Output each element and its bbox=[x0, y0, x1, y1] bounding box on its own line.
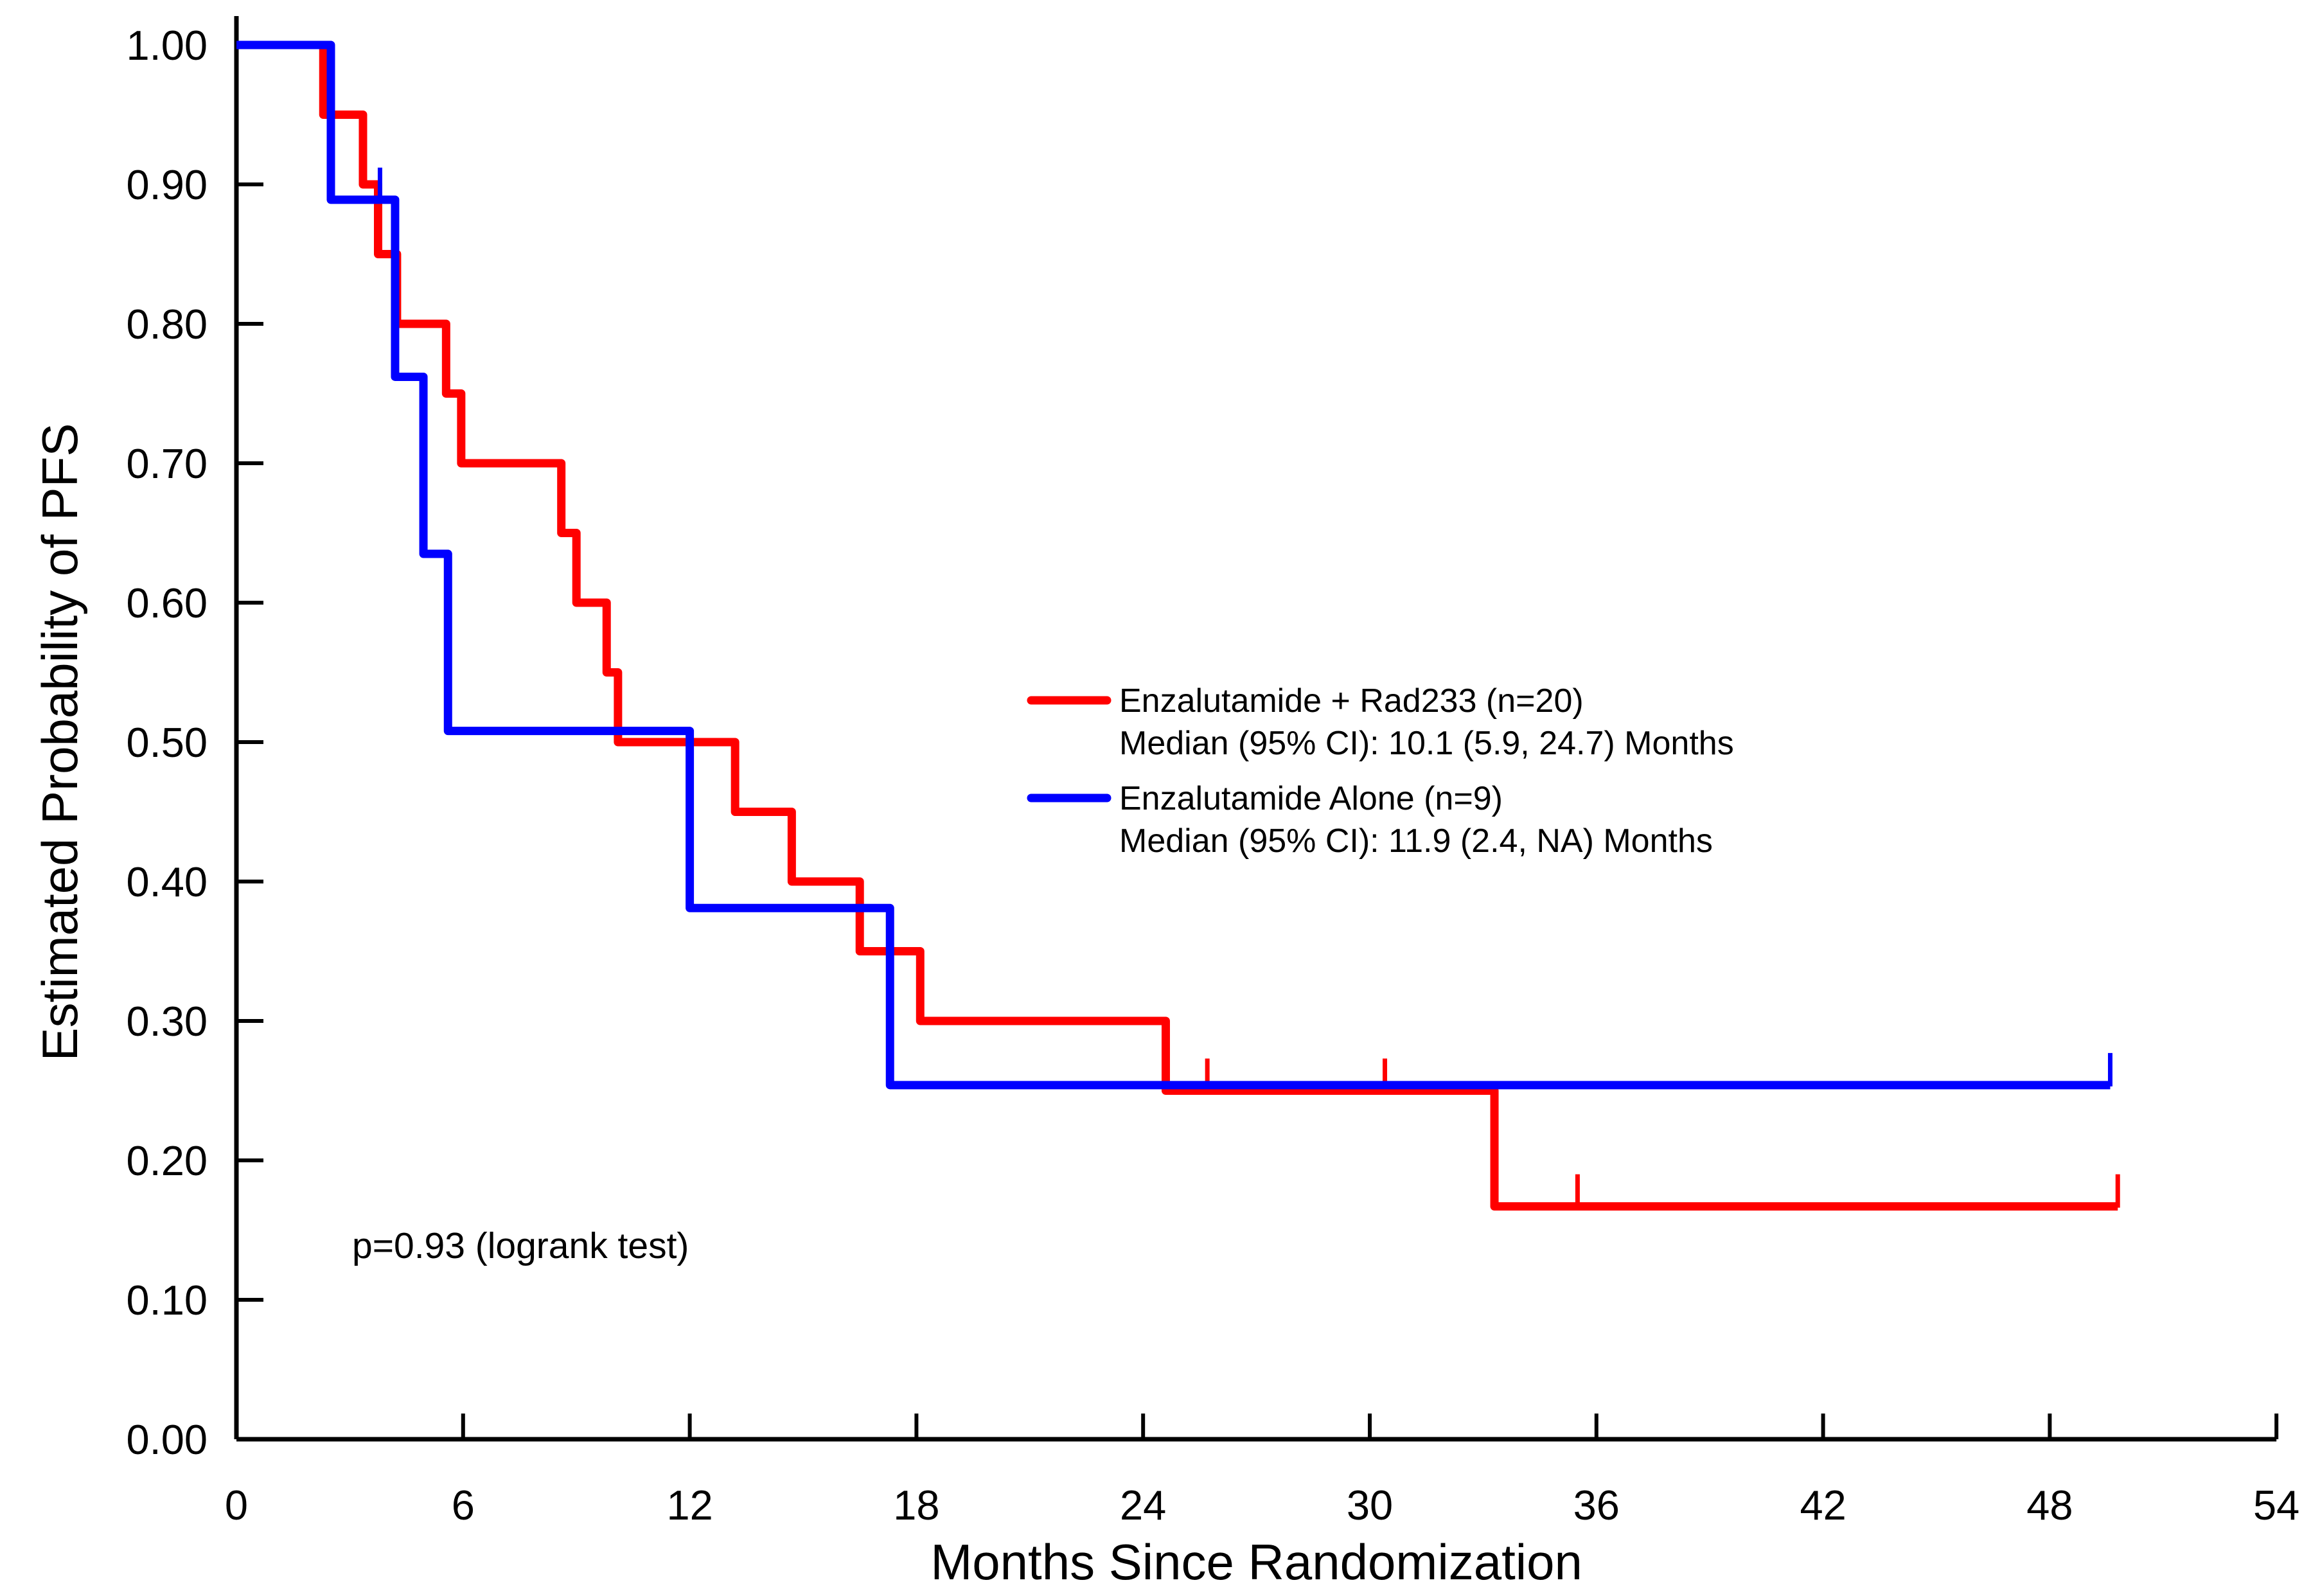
legend: Enzalutamide + Rad233 (n=20) Median (95% … bbox=[1027, 682, 1734, 860]
x-axis-ticks: 0 6 12 18 24 30 36 42 48 54 bbox=[225, 1414, 2299, 1529]
km-curve-blue bbox=[236, 40, 2111, 1090]
y-tick-label: 0.90 bbox=[126, 161, 208, 208]
x-tick-label: 48 bbox=[2026, 1482, 2073, 1529]
x-tick-label: 24 bbox=[1120, 1482, 1166, 1529]
x-tick-label: 42 bbox=[1800, 1482, 1846, 1529]
y-axis-title: Estimated Probability of PFS bbox=[31, 423, 88, 1061]
km-series-red bbox=[236, 40, 2120, 1211]
y-tick-label: 0.40 bbox=[126, 858, 208, 905]
pvalue-annotation: p=0.93 (logrank test) bbox=[352, 1225, 689, 1266]
km-curve-red bbox=[236, 40, 2118, 1211]
x-tick-label: 12 bbox=[666, 1482, 713, 1529]
y-tick-label: 0.00 bbox=[126, 1416, 208, 1463]
y-tick-label: 0.80 bbox=[126, 301, 208, 348]
y-tick-label: 0.20 bbox=[126, 1137, 208, 1184]
legend-label-red: Enzalutamide + Rad233 (n=20) bbox=[1119, 682, 1584, 720]
legend-label-blue: Enzalutamide Alone (n=9) bbox=[1119, 780, 1503, 817]
x-tick-label: 18 bbox=[893, 1482, 939, 1529]
x-axis-title: Months Since Randomization bbox=[930, 1534, 1582, 1590]
y-tick-label: 0.30 bbox=[126, 998, 208, 1045]
x-tick-label: 30 bbox=[1347, 1482, 1393, 1529]
x-tick-label: 6 bbox=[452, 1482, 475, 1529]
x-tick-label: 0 bbox=[225, 1482, 248, 1529]
y-tick-label: 1.00 bbox=[126, 22, 208, 69]
legend-median-red: Median (95% CI): 10.1 (5.9, 24.7) Months bbox=[1119, 725, 1734, 762]
x-tick-label: 36 bbox=[1573, 1482, 1620, 1529]
legend-median-blue: Median (95% CI): 11.9 (2.4, NA) Months bbox=[1119, 822, 1713, 860]
y-tick-label: 0.10 bbox=[126, 1277, 208, 1324]
axes bbox=[234, 16, 2277, 1442]
x-tick-label: 54 bbox=[2253, 1482, 2299, 1529]
y-axis-ticks: 1.00 0.90 0.80 0.70 0.60 0.50 0.40 0.30 0.20 0.10… bbox=[126, 22, 263, 1463]
y-tick-label: 0.70 bbox=[126, 440, 208, 487]
y-tick-label: 0.60 bbox=[126, 580, 208, 626]
km-series-blue bbox=[236, 40, 2112, 1090]
y-tick-label: 0.50 bbox=[126, 719, 208, 766]
